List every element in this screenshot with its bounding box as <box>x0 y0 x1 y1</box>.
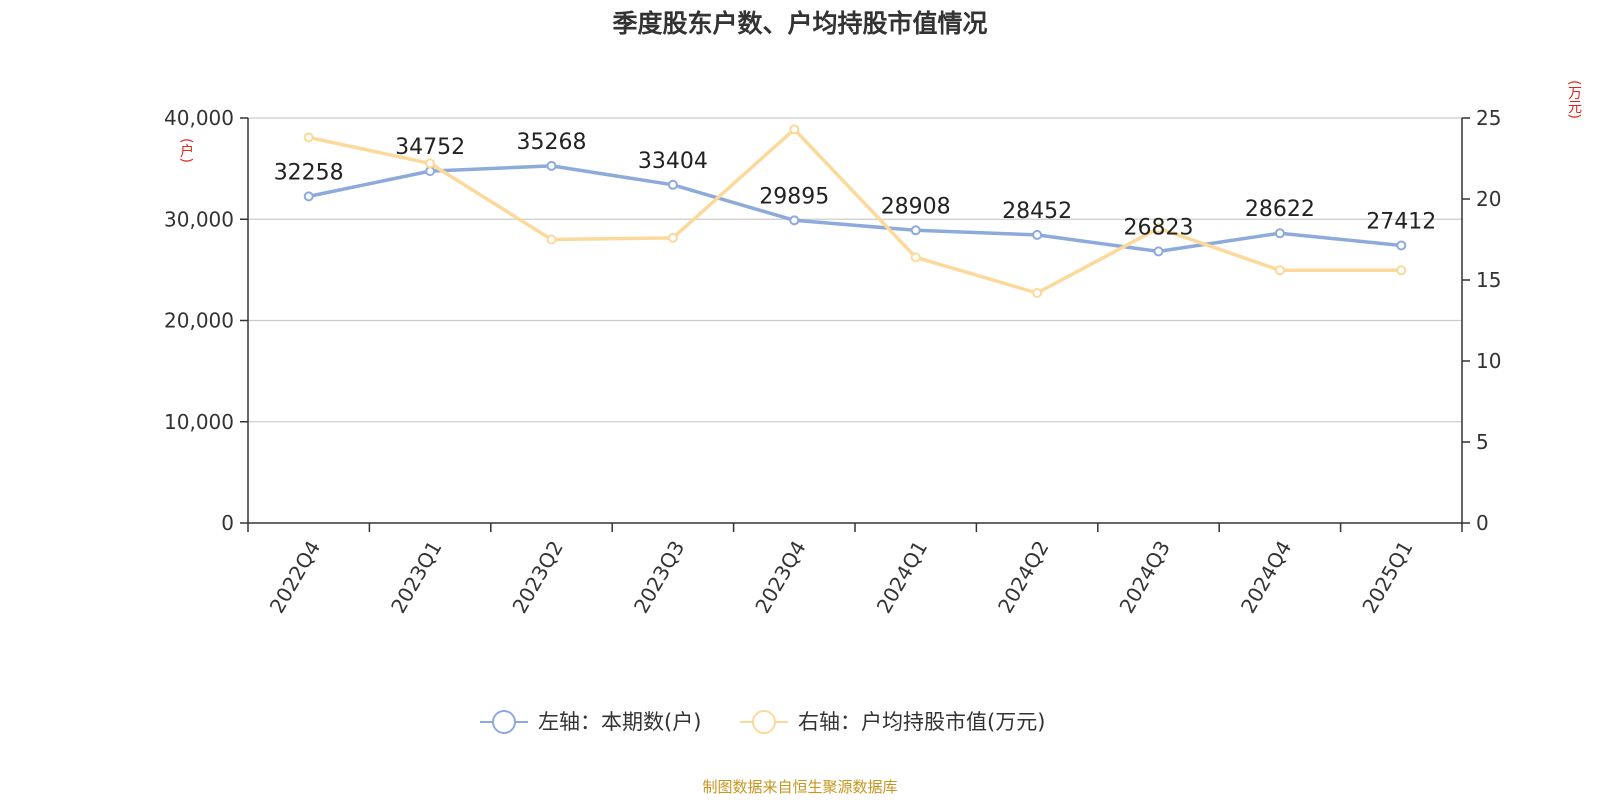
data-label: 29895 <box>759 184 829 209</box>
data-point <box>425 158 436 169</box>
x-tick-label: 2024Q3 <box>1114 537 1174 618</box>
x-tick-label: 2022Q4 <box>265 537 325 618</box>
right-axis-label: (万元) <box>1566 80 1582 119</box>
legend-marker <box>492 710 516 734</box>
right-tick-label: 25 <box>1476 106 1501 130</box>
data-label: 35268 <box>517 130 587 155</box>
data-point <box>1396 240 1407 251</box>
data-point <box>546 234 557 245</box>
data-point <box>1153 246 1164 257</box>
right-tick-label: 15 <box>1476 268 1501 292</box>
x-tick-label: 2023Q1 <box>386 537 446 618</box>
legend-label: 右轴：户均持股市值(万元) <box>798 710 1045 734</box>
legend-label: 左轴：本期数(户) <box>538 710 701 734</box>
x-tick-label: 2024Q1 <box>872 537 932 618</box>
data-point <box>667 232 678 243</box>
left-axis-label: (户) <box>178 138 194 163</box>
data-label: 33404 <box>638 149 708 174</box>
right-tick-label: 20 <box>1476 187 1501 211</box>
data-point <box>1032 229 1043 240</box>
source-note: 制图数据来自恒生聚源数据库 <box>702 778 898 796</box>
x-tick-label: 2025Q1 <box>1357 537 1417 618</box>
data-point <box>1032 287 1043 298</box>
left-tick-label: 10,000 <box>164 410 234 434</box>
data-label: 28908 <box>881 194 951 219</box>
data-point <box>1396 265 1407 276</box>
data-point <box>910 225 921 236</box>
x-tick-label: 2023Q4 <box>750 537 810 618</box>
left-tick-label: 30,000 <box>164 207 234 231</box>
x-tick-label: 2024Q2 <box>993 537 1053 618</box>
data-label: 28452 <box>1002 199 1072 224</box>
right-tick-label: 10 <box>1476 349 1501 373</box>
right-tick-label: 5 <box>1476 430 1489 454</box>
left-tick-label: 0 <box>221 511 234 535</box>
data-point <box>789 215 800 226</box>
data-point <box>789 124 800 135</box>
chart-title: 季度股东户数、户均持股市值情况 <box>612 9 988 38</box>
x-tick-label: 2024Q4 <box>1236 537 1296 618</box>
series-line <box>308 164 1402 254</box>
data-point <box>303 191 314 202</box>
data-label: 34752 <box>395 135 465 160</box>
left-tick-label: 20,000 <box>164 309 234 333</box>
data-label: 27412 <box>1366 209 1436 234</box>
data-point <box>303 132 314 143</box>
x-tick-label: 2023Q2 <box>507 537 567 618</box>
data-point <box>1153 223 1164 234</box>
data-label: 28622 <box>1245 197 1315 222</box>
data-point <box>910 252 921 263</box>
series-line <box>308 127 1402 295</box>
left-tick-label: 40,000 <box>164 106 234 130</box>
x-tick-label: 2023Q3 <box>629 537 689 618</box>
right-tick-label: 0 <box>1476 511 1489 535</box>
data-point <box>667 179 678 190</box>
legend-marker <box>752 710 776 734</box>
data-point <box>546 160 557 171</box>
data-label: 32258 <box>274 160 344 185</box>
data-label: 26823 <box>1124 215 1194 240</box>
data-point <box>1274 265 1285 276</box>
data-point <box>1274 228 1285 239</box>
